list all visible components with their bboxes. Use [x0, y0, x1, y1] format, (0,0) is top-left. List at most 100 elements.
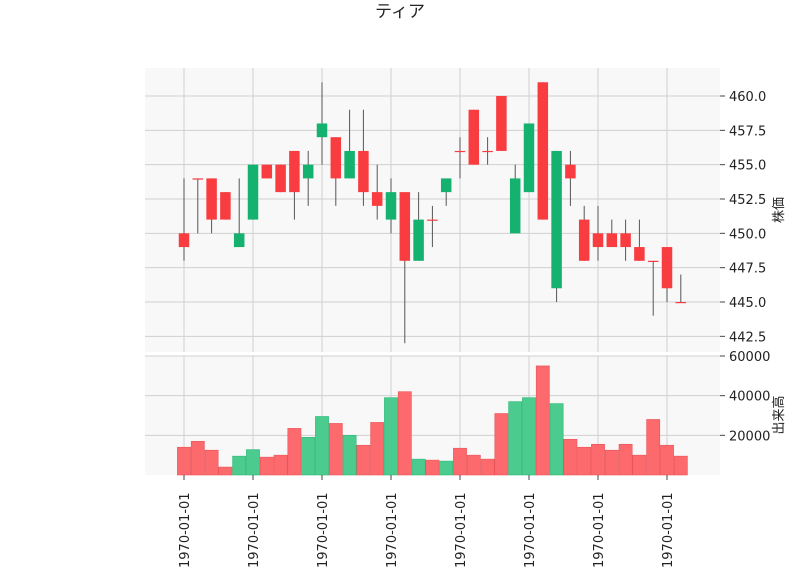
candle-body	[233, 233, 245, 248]
candle-body	[413, 219, 424, 261]
candle-body	[647, 260, 659, 262]
chart-title: ティア	[375, 2, 425, 22]
volume-bar	[660, 444, 674, 476]
volume-bar	[646, 419, 661, 476]
x-tick-label: 1970-01-01	[385, 492, 400, 568]
x-tick-label: 1970-01-01	[523, 492, 538, 568]
x-tick-label: 1970-01-01	[454, 492, 469, 568]
candle-body	[289, 150, 300, 193]
volume-bar	[425, 459, 440, 476]
volume-bar	[370, 422, 385, 476]
candle-body	[247, 164, 259, 220]
candle-body	[371, 192, 383, 206]
volume-bar	[342, 435, 357, 476]
volume-bar	[273, 454, 288, 476]
candle-body	[606, 233, 618, 248]
volume-bar	[246, 449, 260, 476]
x-tick-label: 1970-01-01	[178, 492, 193, 568]
candle-body	[385, 192, 397, 220]
volume-bars	[177, 365, 688, 476]
volume-bar	[204, 449, 219, 476]
candle-body	[537, 82, 549, 220]
volume-bar	[577, 446, 592, 476]
volume-bar	[301, 437, 316, 476]
volume-bar	[177, 446, 191, 476]
volume-bar	[673, 455, 688, 476]
price-tick-label: 452.5	[729, 193, 766, 208]
volume-bar	[232, 455, 247, 476]
volume-bar	[480, 458, 495, 476]
price-tick-label: 445.0	[729, 296, 766, 311]
volume-bar	[508, 401, 523, 476]
candle-body	[344, 150, 355, 179]
price-tick-label: 450.0	[729, 227, 766, 242]
volume-bar	[218, 466, 233, 476]
volume-bar	[535, 365, 550, 476]
volume-bar	[190, 440, 205, 476]
volume-bar	[604, 449, 619, 476]
x-tick-label: 1970-01-01	[247, 492, 262, 568]
volume-tick-label: 60000	[729, 350, 770, 365]
candle-body	[316, 123, 328, 138]
volume-bar	[522, 397, 536, 476]
candle-body	[399, 192, 411, 261]
candle-body	[565, 164, 576, 179]
volume-bar	[591, 443, 605, 476]
volume-tick-label: 40000	[729, 390, 770, 405]
candle-body	[634, 247, 645, 261]
price-tick-label: 447.5	[729, 262, 766, 277]
candle-body	[509, 178, 521, 234]
candles	[178, 82, 687, 344]
price-tick-label: 460.0	[729, 90, 766, 105]
x-tick-label: 1970-01-01	[316, 492, 331, 568]
volume-bar	[287, 428, 302, 476]
volume-bar	[466, 454, 481, 476]
candle-body	[261, 164, 273, 179]
candle-body	[523, 123, 535, 193]
candle-body	[220, 192, 231, 220]
candle-body	[358, 150, 369, 193]
volume-bar	[411, 458, 426, 476]
volume-bar	[549, 403, 564, 476]
volume-bar	[328, 423, 343, 476]
volume-bar	[618, 443, 633, 476]
volume-bar	[494, 413, 509, 476]
candle-body	[454, 150, 466, 153]
candle-body	[302, 164, 314, 179]
candle-body	[192, 178, 204, 180]
x-tick-label: 1970-01-01	[661, 492, 676, 568]
candle-body	[551, 150, 562, 289]
price-tick-label: 442.5	[729, 330, 766, 345]
price-tick-label: 457.5	[729, 124, 766, 139]
price-tick-label: 455.0	[729, 159, 766, 174]
candle-body	[427, 219, 438, 221]
volume-axis-label: 出来高	[771, 395, 787, 434]
candle-body	[675, 302, 687, 304]
volume-bar	[632, 454, 647, 476]
candle-body	[661, 247, 673, 289]
candle-body	[620, 233, 631, 248]
candle-body	[578, 219, 590, 261]
price-axis-label: 株価	[772, 197, 787, 223]
candle-body	[440, 178, 452, 193]
volume-bar	[563, 438, 578, 476]
volume-bar	[315, 416, 329, 476]
candle-body	[275, 164, 286, 193]
candle-body	[468, 109, 480, 165]
volume-bar	[453, 447, 467, 476]
candle-body	[330, 137, 342, 179]
candle-body	[206, 178, 217, 220]
volume-bar	[356, 444, 371, 476]
volume-bar	[397, 391, 412, 476]
volume-bar	[259, 456, 274, 476]
candle-body	[496, 96, 507, 151]
axis-labels: 1970-01-01 1970-01-01 1970-01-01 1970-01-01…	[178, 90, 770, 568]
candle-body	[592, 233, 604, 248]
x-tick-label: 1970-01-01	[592, 492, 607, 568]
volume-bar	[439, 460, 454, 476]
volume-bar	[384, 397, 398, 476]
candle-body	[482, 150, 493, 153]
candle-body	[178, 233, 190, 248]
